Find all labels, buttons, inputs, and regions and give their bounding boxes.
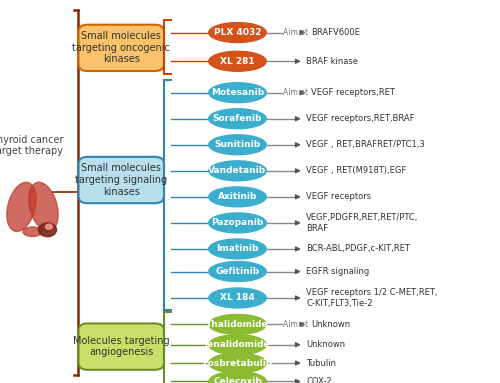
Ellipse shape xyxy=(209,83,266,103)
Text: lenalidomide: lenalidomide xyxy=(204,340,270,349)
Text: BCR-ABL,PDGF,c-KIT,RET: BCR-ABL,PDGF,c-KIT,RET xyxy=(306,244,410,254)
Text: VEGF , RET(M918T),EGF: VEGF , RET(M918T),EGF xyxy=(306,166,406,175)
Text: Thalidomide: Thalidomide xyxy=(206,320,269,329)
Text: VEGF receptors,RET: VEGF receptors,RET xyxy=(311,88,394,97)
Text: Pazopanib: Pazopanib xyxy=(212,218,264,228)
Text: COX-2: COX-2 xyxy=(306,377,332,383)
Ellipse shape xyxy=(209,187,266,207)
Text: Unknown: Unknown xyxy=(311,320,350,329)
Ellipse shape xyxy=(209,335,266,355)
Text: BRAFV600E: BRAFV600E xyxy=(311,28,360,37)
Ellipse shape xyxy=(209,314,266,334)
Text: VEGF,PDGFR,RET,RET/PTC,
BRAF: VEGF,PDGFR,RET,RET/PTC, BRAF xyxy=(306,213,418,232)
Text: Imatinib: Imatinib xyxy=(216,244,258,254)
Text: Aim at: Aim at xyxy=(283,320,308,329)
Text: EGFR signaling: EGFR signaling xyxy=(306,267,370,276)
Text: Fosbretabulin: Fosbretabulin xyxy=(202,358,272,368)
Text: Small molecules
targeting oncogenic
kinases: Small molecules targeting oncogenic kina… xyxy=(72,31,170,64)
Ellipse shape xyxy=(209,51,266,71)
Text: Vandetanib: Vandetanib xyxy=(208,166,266,175)
Text: Tubulin: Tubulin xyxy=(306,358,336,368)
Text: Unknown: Unknown xyxy=(306,340,346,349)
Text: XL 281: XL 281 xyxy=(220,57,255,66)
Text: PLX 4032: PLX 4032 xyxy=(214,28,261,37)
Ellipse shape xyxy=(209,213,266,233)
Ellipse shape xyxy=(209,23,266,43)
Circle shape xyxy=(38,223,56,237)
Text: Gefitinib: Gefitinib xyxy=(216,267,260,276)
Text: VEGF , RET,BRAFRET/PTC1,3: VEGF , RET,BRAFRET/PTC1,3 xyxy=(306,140,425,149)
Text: Celecoxib: Celecoxib xyxy=(213,377,262,383)
Ellipse shape xyxy=(23,227,42,236)
FancyBboxPatch shape xyxy=(78,25,164,71)
FancyBboxPatch shape xyxy=(78,157,164,203)
Text: VEGF receptors 1/2 C-MET,RET,
C-KIT,FLT3,Tie-2: VEGF receptors 1/2 C-MET,RET, C-KIT,FLT3… xyxy=(306,288,438,308)
Ellipse shape xyxy=(209,372,266,383)
Text: Aim at: Aim at xyxy=(283,88,308,97)
Text: Motesanib: Motesanib xyxy=(211,88,264,97)
Text: Molecules targeting
angiogenesis: Molecules targeting angiogenesis xyxy=(73,336,170,357)
Text: VEGF receptors,RET,BRAF: VEGF receptors,RET,BRAF xyxy=(306,114,415,123)
Ellipse shape xyxy=(209,353,266,373)
Ellipse shape xyxy=(209,161,266,181)
FancyBboxPatch shape xyxy=(78,323,164,370)
Ellipse shape xyxy=(7,182,36,231)
Text: Aim at: Aim at xyxy=(283,28,308,37)
Ellipse shape xyxy=(209,262,266,282)
Circle shape xyxy=(46,224,52,229)
Text: BRAF kinase: BRAF kinase xyxy=(306,57,358,66)
Ellipse shape xyxy=(209,288,266,308)
Text: Axitinib: Axitinib xyxy=(218,192,257,201)
Text: Sorafenib: Sorafenib xyxy=(213,114,262,123)
Ellipse shape xyxy=(209,135,266,155)
Ellipse shape xyxy=(209,109,266,129)
Text: Sunitinib: Sunitinib xyxy=(214,140,260,149)
Text: Thyroid cancer
target therapy: Thyroid cancer target therapy xyxy=(0,135,64,156)
Ellipse shape xyxy=(209,239,266,259)
Ellipse shape xyxy=(29,182,58,231)
Text: VEGF receptors: VEGF receptors xyxy=(306,192,372,201)
Text: XL 184: XL 184 xyxy=(220,293,255,303)
Text: Small molecules
targeting signaling
kinases: Small molecules targeting signaling kina… xyxy=(75,164,168,196)
